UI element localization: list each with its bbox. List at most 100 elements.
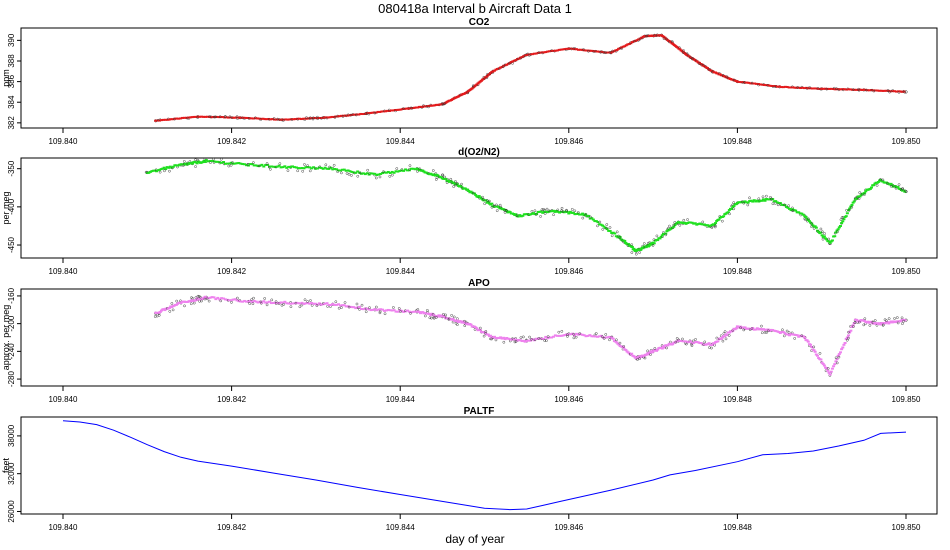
x-tick-label: 109.846: [554, 395, 583, 404]
sample-point: [602, 51, 606, 54]
sample-point: [686, 218, 689, 221]
sample-point: [893, 317, 896, 320]
sample-point: [391, 173, 394, 177]
sample-point: [581, 216, 585, 220]
sample-point: [545, 207, 549, 211]
sample-point: [578, 332, 582, 335]
sample-point: [668, 224, 671, 228]
sample-point: [649, 353, 652, 356]
sample-point: [495, 203, 498, 207]
x-tick-label: 109.848: [723, 137, 752, 146]
sample-point: [812, 345, 816, 349]
sample-point: [443, 102, 447, 105]
sample-point: [765, 194, 768, 198]
sample-point: [378, 175, 382, 179]
sample-point: [269, 167, 272, 171]
sample-point: [605, 223, 609, 226]
sample-point: [572, 332, 575, 336]
sample-point: [807, 217, 810, 221]
sample-point: [272, 117, 276, 120]
sample-point: [682, 218, 686, 222]
sample-point: [703, 340, 707, 344]
sample-point: [808, 86, 811, 89]
sample-point: [471, 191, 475, 195]
y-tick-label: -200: [7, 315, 16, 332]
sample-point: [600, 335, 604, 339]
sample-point: [646, 349, 649, 353]
x-tick-label: 109.842: [217, 267, 246, 276]
sample-point: [601, 228, 605, 231]
x-tick-label: 109.846: [554, 137, 583, 146]
sample-point: [742, 328, 746, 332]
sample-point: [602, 337, 606, 340]
sample-point: [368, 306, 371, 310]
sample-point: [336, 170, 339, 173]
sample-point: [303, 163, 306, 166]
sample-point: [642, 242, 646, 245]
y-tick-label: -400: [7, 198, 16, 215]
panel-4: PALTF feet 109.840 109.842 109.844 109.846 109…: [1, 406, 938, 532]
sample-point: [800, 334, 804, 338]
sample-point: [638, 357, 641, 360]
y-axis-label: feet: [1, 457, 11, 473]
sample-point: [818, 352, 822, 355]
sample-point: [875, 184, 879, 187]
sample-point: [787, 331, 791, 334]
sample-point: [757, 197, 761, 201]
sample-point: [227, 164, 231, 168]
sample-point: [196, 294, 200, 298]
sample-point: [274, 300, 278, 304]
sample-point: [402, 107, 405, 110]
sample-point: [519, 336, 523, 339]
x-tick-label: 109.850: [892, 523, 921, 532]
sample-point: [725, 75, 729, 79]
sample-point: [721, 219, 724, 223]
x-tick-label: 109.850: [892, 267, 921, 276]
sample-point: [787, 204, 790, 208]
y-tick-label: -280: [7, 371, 16, 388]
sample-point: [835, 361, 839, 365]
sample-point: [732, 201, 736, 204]
sample-point: [685, 342, 688, 346]
sample-point: [434, 178, 438, 181]
y-axis-label: approx. per meg: [1, 305, 11, 371]
sample-point: [460, 182, 463, 186]
sample-point: [522, 335, 525, 339]
sample-point: [770, 197, 773, 201]
sample-point: [311, 117, 315, 121]
sample-point: [570, 208, 574, 211]
sample-point: [219, 157, 223, 161]
sample-point: [881, 178, 885, 182]
sample-point: [373, 111, 377, 115]
sample-point: [306, 300, 309, 303]
y-tick-label: 32000: [7, 462, 16, 485]
sample-point: [278, 162, 282, 165]
sample-point: [881, 323, 885, 327]
sample-point: [214, 115, 217, 119]
panels: CO2 ppm 109.840 109.842 109.844 109.846 109.84…: [1, 17, 938, 532]
sample-point: [710, 226, 714, 229]
sample-point: [539, 215, 542, 218]
sample-point: [546, 335, 550, 338]
x-tick-label: 109.848: [723, 395, 752, 404]
sample-point: [652, 238, 656, 242]
x-tick-label: 109.840: [49, 137, 78, 146]
sample-point: [194, 158, 197, 162]
sample-point: [418, 167, 422, 171]
sample-point: [375, 305, 378, 309]
sample-point: [198, 295, 202, 299]
sample-point: [508, 61, 512, 65]
sample-point: [655, 234, 659, 238]
sample-point: [545, 339, 548, 342]
sample-point: [449, 177, 453, 181]
sample-point: [312, 116, 315, 120]
sample-point: [530, 210, 534, 213]
y-tick-label: 382: [7, 116, 16, 130]
sample-point: [727, 334, 731, 337]
sample-point: [316, 117, 320, 121]
sample-point: [885, 319, 888, 322]
sample-point: [836, 230, 839, 234]
sample-point: [168, 310, 172, 313]
sample-point: [383, 312, 387, 316]
